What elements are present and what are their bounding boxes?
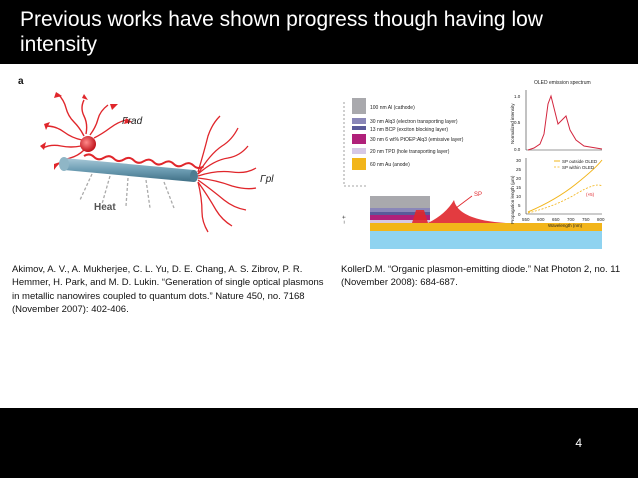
gamma-pl-label: Γpl [260, 174, 274, 185]
spectrum-ytick-0: 1.0 [514, 94, 521, 99]
voltage-label: − + [342, 215, 348, 224]
prop-ytick-0: 30 [516, 158, 522, 163]
prop-ytick-6: 0 [518, 212, 521, 217]
prop-ylabel: Propagation length (μm) [510, 175, 515, 224]
prop-xtick-3: 700 [567, 217, 575, 222]
citation-koller: KollerD.M. “Organic plasmon-emitting dio… [341, 264, 621, 289]
radiation-arrowheads [40, 92, 132, 170]
prop-annotation: (×5) [586, 192, 595, 197]
spectrum-ytick-1: 0.5 [514, 120, 521, 125]
oled-figure: 100 nm Al (cathode) 30 nm Alq3 (electron… [342, 80, 605, 249]
plasmon-wave [83, 153, 205, 170]
propagation-plot: Propagation length (μm) 30 25 20 15 10 5… [510, 158, 605, 228]
slide-content: a Γrad [0, 64, 638, 408]
sp-label: SP [474, 192, 482, 198]
prop-legend-0: SP outside OLED [562, 159, 598, 164]
layer-label-0: 100 nm Al (cathode) [370, 105, 415, 111]
prop-ytick-2: 20 [516, 176, 522, 181]
prop-ytick-5: 5 [518, 203, 521, 208]
radiation-arrows [42, 93, 127, 167]
prop-ytick-3: 15 [516, 185, 522, 190]
prop-ytick-4: 10 [516, 194, 522, 199]
spectrum-curve [527, 94, 603, 151]
prop-xtick-4: 750 [582, 217, 590, 222]
slide-title: Previous works have shown progress thoug… [20, 8, 543, 56]
gamma-rad-label: Γrad [122, 116, 143, 127]
citation-akimov: Akimov, A. V., A. Mukherjee, C. L. Yu, D… [12, 264, 324, 315]
nanowire [59, 157, 198, 182]
panel-label-a: a [18, 76, 24, 87]
layer-label-3: 30 nm 6 wt% PtOEP:Alq3 (emissive layer) [370, 137, 464, 143]
layer-legend: 100 nm Al (cathode) 30 nm Alq3 (electron… [352, 98, 464, 170]
layer-label-5: 60 nm Au (anode) [370, 162, 410, 168]
page-number: 4 [575, 436, 582, 450]
prop-xtick-2: 650 [552, 217, 560, 222]
sp-field [412, 200, 506, 223]
layer-label-4: 20 nm TPD (hole transporting layer) [370, 149, 450, 155]
nanowire-figure: a Γrad [18, 76, 274, 233]
layer-label-2: 13 nm BCP (exciton blocking layer) [370, 127, 448, 133]
prop-ytick-1: 25 [516, 167, 522, 172]
spectrum-plot: OLED emission spectrum Normalized intens… [510, 80, 603, 152]
spectrum-title: OLED emission spectrum [534, 80, 591, 86]
prop-xtick-5: 800 [597, 217, 605, 222]
prop-xtick-0: 550 [522, 217, 530, 222]
prop-legend-1: SP within OLED [562, 165, 595, 170]
prop-xtick-1: 600 [537, 217, 545, 222]
prop-curve-within [527, 184, 603, 214]
prop-xlabel: Wavelength (nm) [548, 223, 583, 228]
spectrum-ylabel: Normalized intensity [510, 103, 515, 144]
spectrum-ytick-2: 0.0 [514, 147, 521, 152]
quantum-dot [80, 136, 96, 152]
end-emission [197, 115, 257, 233]
prop-curve-outside [527, 159, 603, 213]
layer-label-1: 30 nm Alq3 (electron transporting layer) [370, 119, 458, 125]
connector [343, 102, 366, 187]
title-bar: Previous works have shown progress thoug… [0, 0, 638, 64]
device-stack [370, 196, 602, 249]
heat-label: Heat [94, 202, 116, 213]
